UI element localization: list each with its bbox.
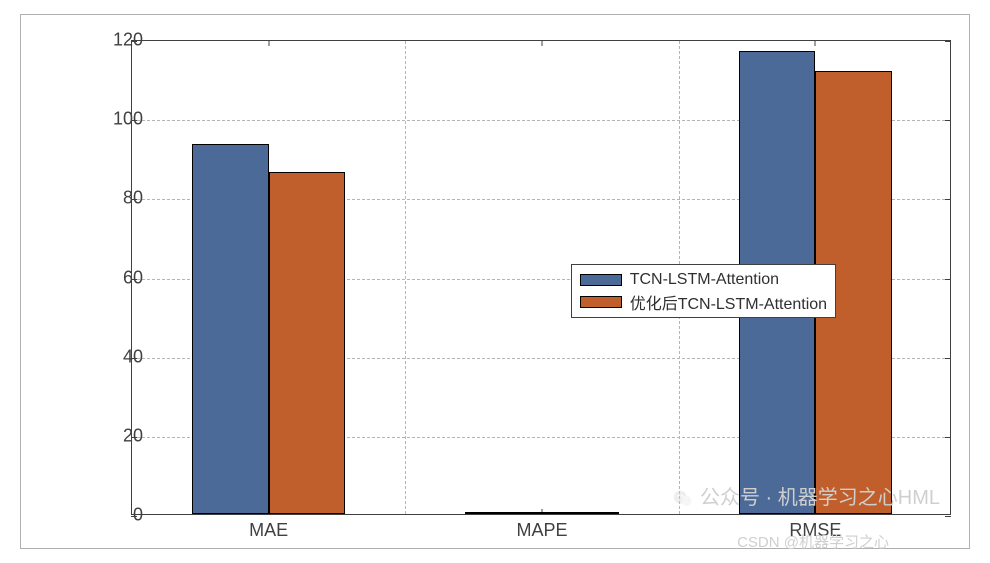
y-tick	[945, 437, 951, 438]
x-tick-label: MAE	[249, 520, 288, 541]
y-tick	[945, 516, 951, 517]
legend-swatch	[580, 274, 622, 286]
axes: MAEMAPERMSE TCN-LSTM-Attention 优化后TCN-LS…	[131, 40, 951, 515]
legend-swatch	[580, 296, 622, 308]
y-tick	[945, 41, 951, 42]
bar	[465, 512, 542, 514]
legend: TCN-LSTM-Attention 优化后TCN-LSTM-Attention	[571, 264, 836, 318]
x-tick-label: MAPE	[516, 520, 567, 541]
legend-label: 优化后TCN-LSTM-Attention	[630, 290, 827, 314]
y-tick-label: 100	[83, 109, 143, 130]
x-tick	[542, 40, 543, 46]
legend-item: TCN-LSTM-Attention	[580, 269, 827, 291]
y-tick	[945, 279, 951, 280]
x-tick	[268, 40, 269, 46]
legend-label: TCN-LSTM-Attention	[630, 271, 779, 289]
x-tick-label: RMSE	[789, 520, 841, 541]
figure-frame: MAE MAPE RMSE TCN-LSTM-Attention 优化后TCN-LS…	[20, 14, 970, 549]
y-tick	[945, 358, 951, 359]
category-separator	[405, 41, 406, 514]
y-tick	[945, 120, 951, 121]
y-tick-label: 0	[83, 505, 143, 526]
y-tick-label: 40	[83, 346, 143, 367]
bar	[192, 144, 269, 514]
bar	[269, 172, 346, 514]
x-tick	[815, 40, 816, 46]
y-tick-label: 20	[83, 425, 143, 446]
bar	[542, 512, 619, 514]
legend-item: 优化后TCN-LSTM-Attention	[580, 291, 827, 313]
y-tick-label: 120	[83, 30, 143, 51]
y-tick	[945, 199, 951, 200]
wechat-icon	[672, 488, 694, 510]
y-tick-label: 60	[83, 267, 143, 288]
y-tick-label: 80	[83, 188, 143, 209]
